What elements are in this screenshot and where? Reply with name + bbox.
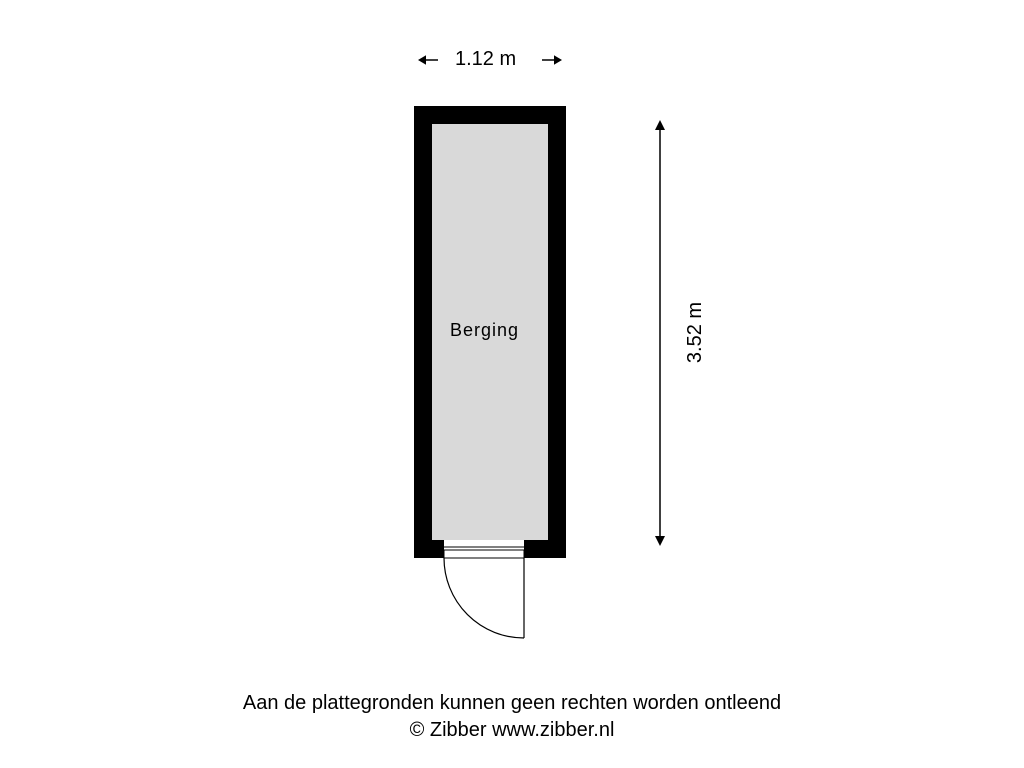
overlay-svg (0, 0, 1024, 768)
footer-text: Aan de plattegronden kunnen geen rechten… (0, 690, 1024, 744)
footer-line1: Aan de plattegronden kunnen geen rechten… (243, 692, 781, 714)
floorplan-canvas: Berging 1.12 m 3.52 m Aan de plattegrond… (0, 0, 1024, 768)
footer-line2: © Zibber www.zibber.nl (410, 719, 615, 741)
